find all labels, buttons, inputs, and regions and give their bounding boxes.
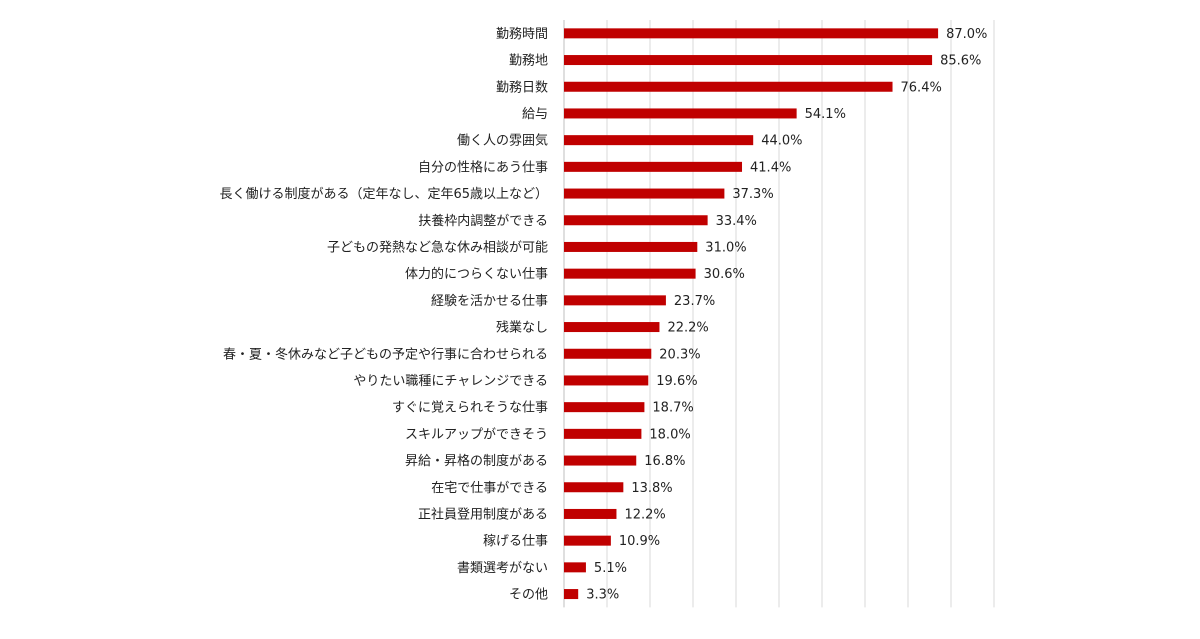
value-label: 41.4%	[750, 160, 791, 175]
value-label: 10.9%	[619, 534, 660, 549]
bar	[564, 188, 725, 199]
value-label: 85.6%	[940, 54, 981, 69]
category-label: その他	[509, 588, 548, 603]
category-label: すぐに覚えられそうな仕事	[392, 401, 548, 416]
category-label: 給与	[522, 107, 548, 122]
bar	[564, 241, 698, 252]
category-labels: 勤務時間勤務地勤務日数給与働く人の雰囲気自分の性格にあう仕事長く働ける制度がある…	[219, 27, 548, 603]
bar	[564, 268, 696, 279]
category-label: 正社員登用制度がある	[418, 506, 548, 522]
bar	[564, 161, 743, 172]
value-label: 44.0%	[761, 134, 802, 149]
value-label: 12.2%	[624, 507, 665, 522]
value-label: 13.8%	[631, 481, 672, 496]
category-label: 勤務日数	[496, 80, 548, 95]
bar	[564, 81, 893, 92]
bar	[564, 402, 645, 413]
category-label: スキルアップができそう	[405, 427, 548, 442]
category-label: 体力的につらくない仕事	[405, 266, 548, 282]
category-label: 働く人の雰囲気	[457, 133, 548, 149]
bar	[564, 215, 708, 226]
bar	[564, 455, 637, 466]
value-label: 22.2%	[667, 321, 708, 336]
value-label: 16.8%	[644, 454, 685, 469]
bar	[564, 28, 939, 39]
bar	[564, 322, 660, 333]
category-label: 勤務時間	[496, 27, 548, 42]
value-label: 37.3%	[732, 187, 773, 202]
category-label: 自分の性格にあう仕事	[418, 159, 548, 175]
value-label: 33.4%	[716, 214, 757, 229]
bar	[564, 535, 611, 546]
bar	[564, 508, 617, 519]
value-label: 87.0%	[946, 27, 987, 42]
value-label: 30.6%	[704, 267, 745, 282]
value-label: 3.3%	[586, 588, 619, 603]
bar	[564, 589, 579, 600]
category-label: 在宅で仕事ができる	[431, 481, 548, 496]
bar	[564, 295, 666, 306]
value-label: 5.1%	[594, 561, 627, 576]
value-label: 18.7%	[652, 401, 693, 416]
category-label: 春・夏・冬休みなど子どもの予定や行事に合わせられる	[223, 346, 548, 362]
value-label: 76.4%	[901, 80, 942, 95]
value-label: 18.0%	[649, 427, 690, 442]
value-labels: 87.0% 85.6% 76.4% 54.1%44.0% 41.4% 37.3% 33.4%…	[586, 27, 987, 603]
value-label: 54.1%	[805, 107, 846, 122]
bar	[564, 135, 754, 146]
value-label: 31.0%	[705, 240, 746, 255]
bar	[564, 562, 586, 573]
bar	[564, 482, 624, 493]
category-label: やりたい職種にチャレンジできる	[353, 373, 548, 389]
category-label: 昇給・昇格の制度がある	[405, 453, 548, 469]
bars	[564, 28, 939, 600]
bar	[564, 108, 797, 119]
value-label: 19.6%	[656, 374, 697, 389]
value-label: 23.7%	[674, 294, 715, 309]
category-label: 稼げる仕事	[483, 534, 548, 549]
bar	[564, 55, 933, 66]
category-label: 子どもの発熱など急な休み相談が可能	[327, 239, 548, 255]
category-label: 扶養枠内調整ができる	[418, 213, 548, 229]
bar	[564, 348, 652, 359]
category-label: 長く働ける制度がある（定年なし、定年65歳以上など）	[219, 186, 548, 202]
category-label: 残業なし	[496, 320, 548, 336]
bar	[564, 375, 649, 386]
category-label: 書類選考がない	[457, 561, 548, 576]
bar	[564, 428, 642, 439]
value-label: 20.3%	[659, 347, 700, 362]
category-label: 勤務地	[509, 54, 548, 69]
category-label: 経験を活かせる仕事	[431, 294, 548, 309]
